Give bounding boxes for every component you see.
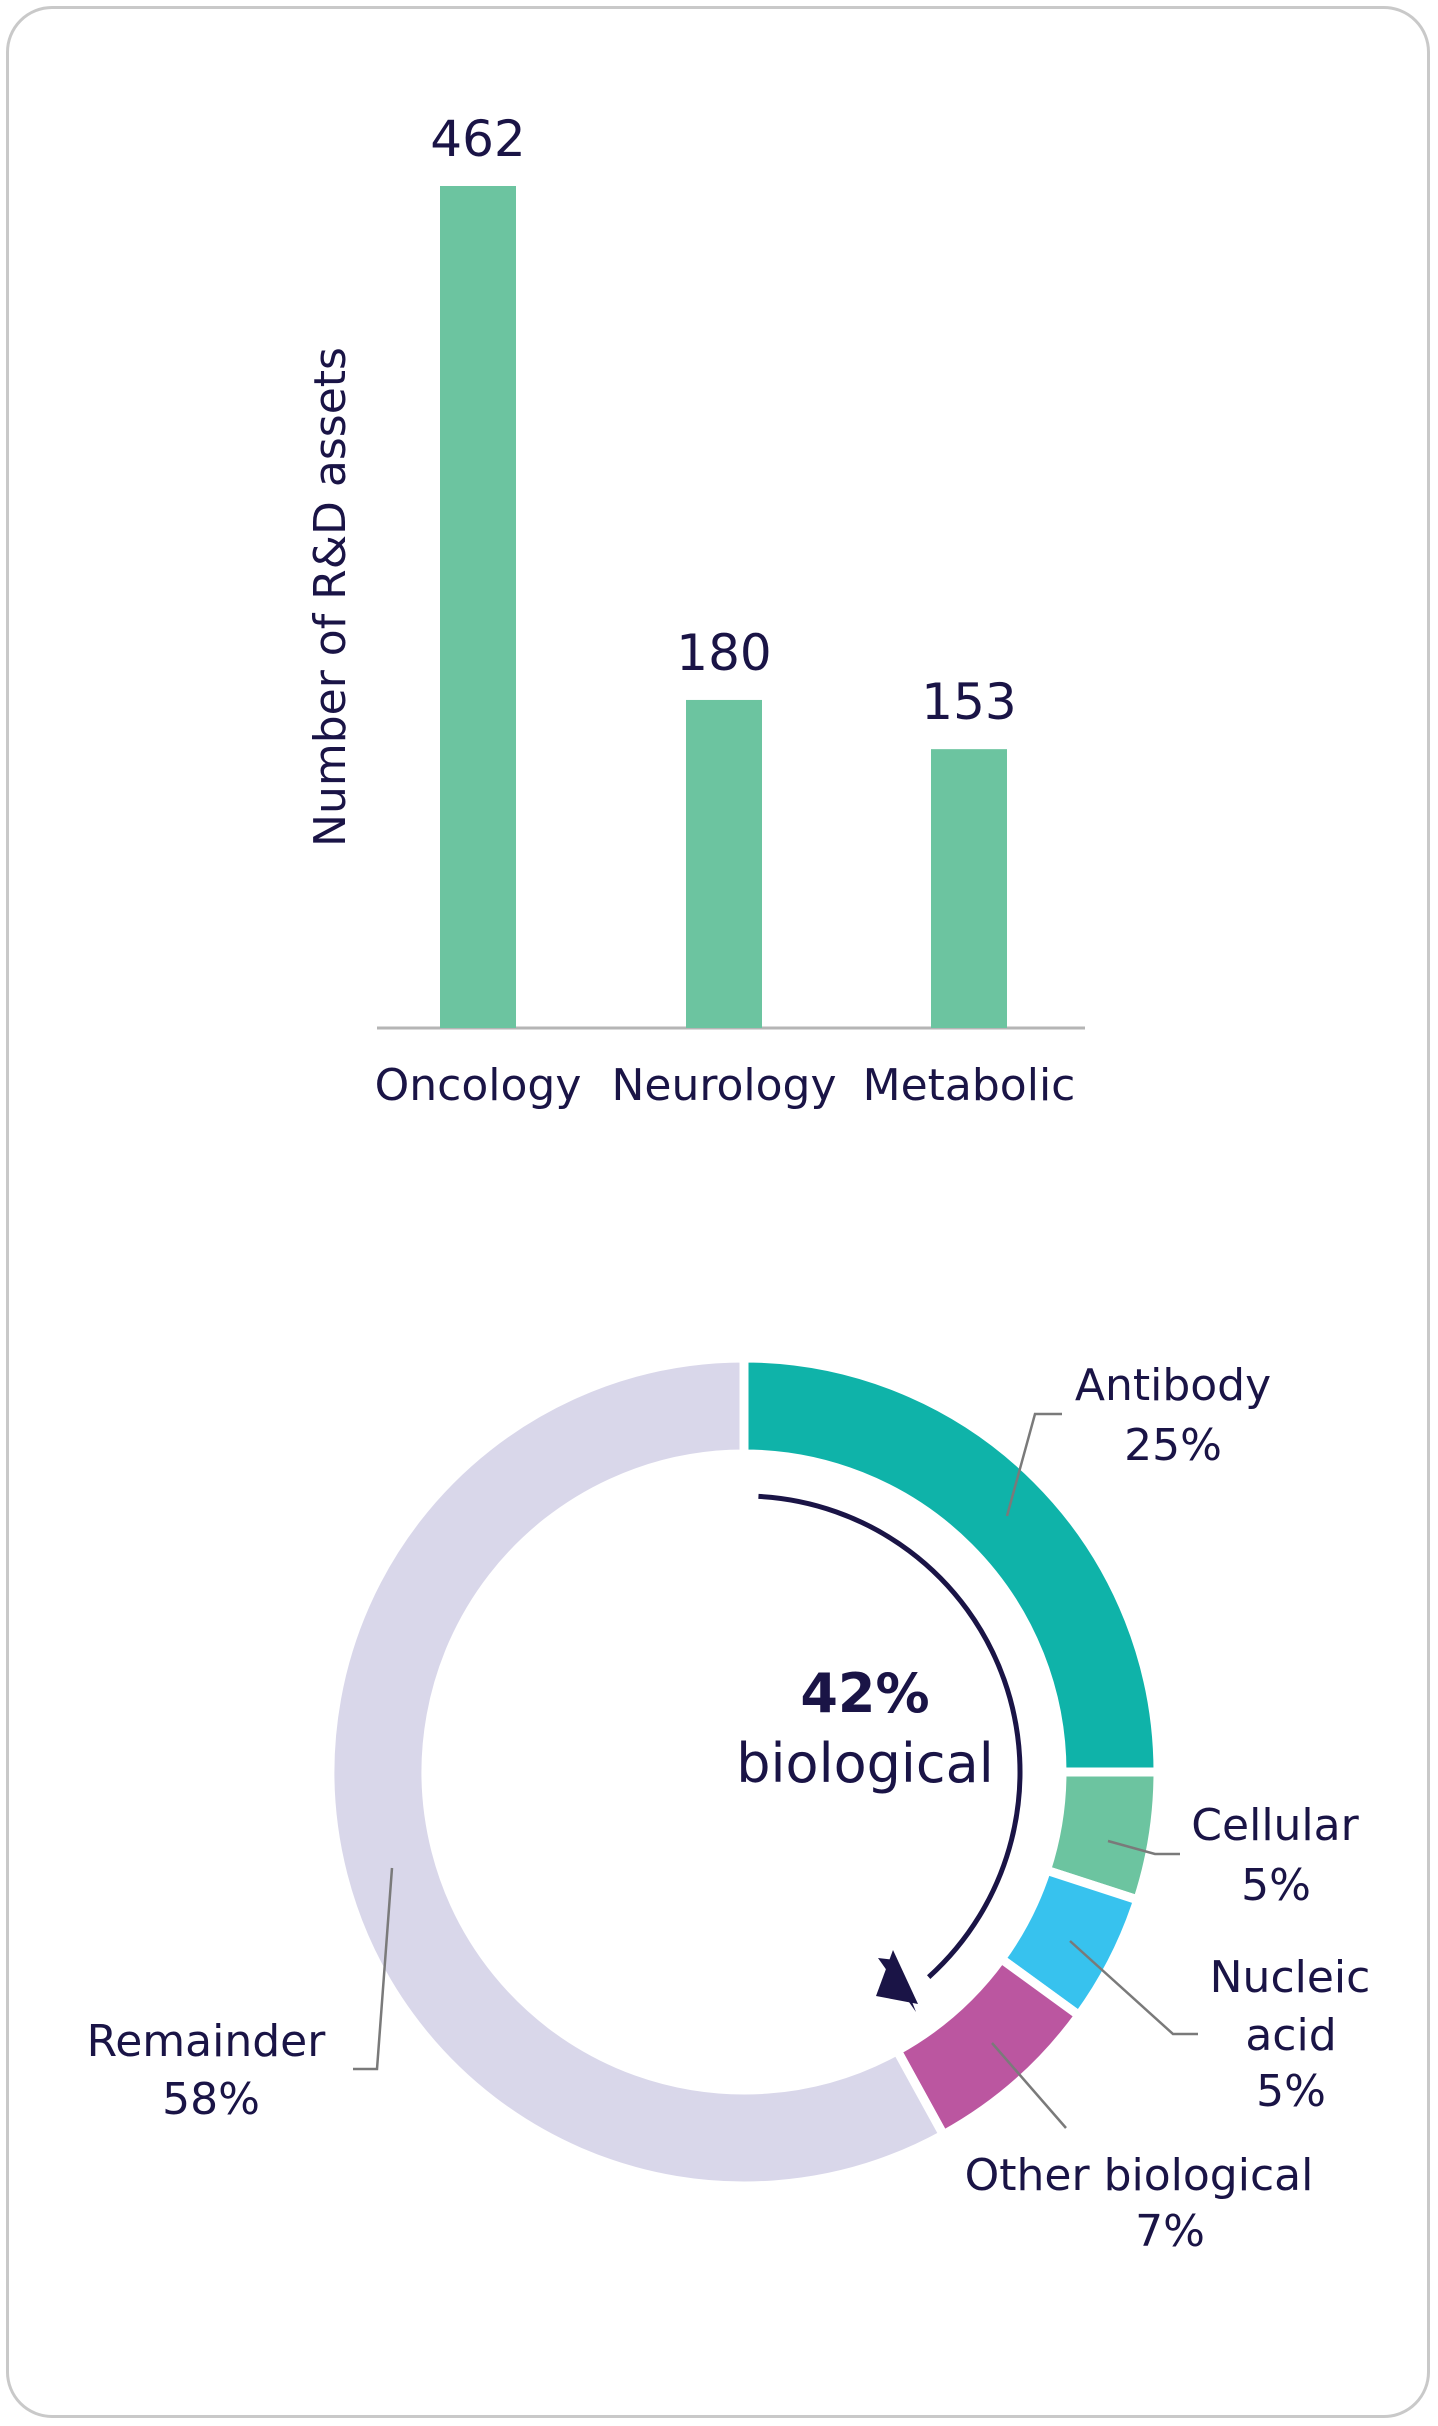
x-tick-label: Metabolic [863, 1060, 1076, 1111]
center-label: biological [736, 1732, 993, 1795]
slice-antibody [739, 1353, 1163, 1777]
slice-label: 25% [1124, 1420, 1222, 1471]
bar-metabolic [931, 749, 1007, 1028]
donut-chart: 42% biological Antibody 25% Cellular 5% Nuclei… [87, 1353, 1371, 2257]
slice-label: 5% [1256, 2066, 1326, 2117]
slice-label: Antibody [1075, 1360, 1271, 1411]
bar-neurology [686, 699, 762, 1028]
slice-label: 58% [162, 2074, 260, 2125]
bar-chart: 462 Oncology 180 Neurology 153 Metabolic Numbe… [305, 110, 1085, 1111]
slice-label: Other biological [965, 2150, 1314, 2201]
arrow-arc [758, 1493, 1023, 1979]
center-value: 42% [800, 1662, 929, 1725]
data-label: 180 [676, 624, 771, 682]
bar-oncology [440, 186, 516, 1028]
slice-label: acid [1245, 2010, 1336, 2061]
x-tick-label: Neurology [611, 1060, 836, 1111]
slice-label: 5% [1241, 1860, 1311, 1911]
slice-label: Nucleic [1210, 1952, 1371, 2003]
leader-line [991, 2042, 1067, 2129]
arrow-head-icon [876, 1950, 918, 2004]
x-tick-label: Oncology [375, 1060, 582, 1111]
leader-line [1005, 1412, 1062, 1517]
slice-remainder [325, 1353, 950, 2191]
data-label: 153 [921, 673, 1016, 731]
data-label: 462 [430, 110, 525, 168]
y-axis-label: Number of R&D assets [305, 347, 356, 847]
slice-label: Cellular [1191, 1800, 1359, 1851]
slice-label: Remainder [87, 2016, 327, 2067]
chart-card [6, 6, 1430, 2418]
leader-line [1107, 1839, 1180, 1856]
leader-line [1069, 1940, 1198, 2036]
leader-line [353, 1867, 394, 2071]
slice-label: 7% [1135, 2206, 1205, 2257]
